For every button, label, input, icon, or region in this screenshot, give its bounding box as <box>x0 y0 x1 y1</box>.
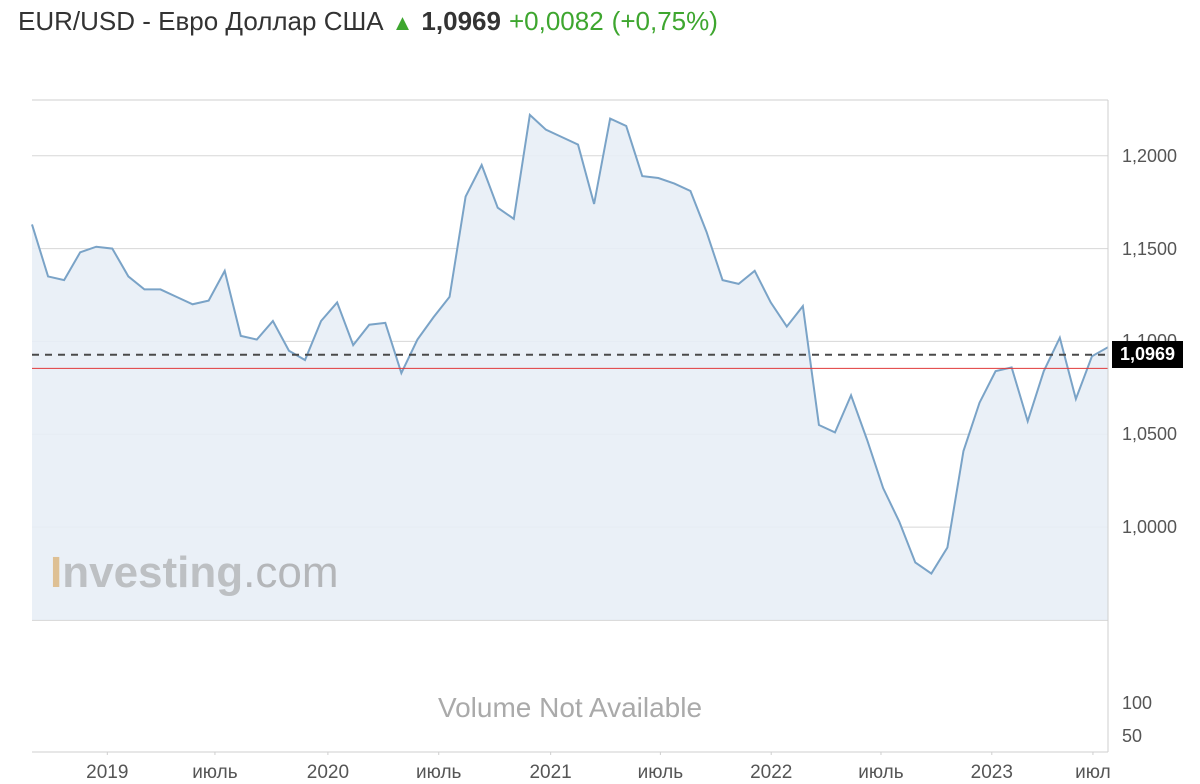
price-change-abs: +0,0082 <box>509 6 604 36</box>
x-axis-label: июл <box>1075 762 1111 784</box>
x-axis-label: июль <box>192 762 237 784</box>
direction-arrow-icon: ▲ <box>392 8 414 38</box>
volume-axis-label: 100 <box>1122 693 1152 714</box>
x-axis-label: 2023 <box>971 762 1013 784</box>
price-change-pct: (+0,75%) <box>612 6 718 36</box>
volume-axis-label: 50 <box>1122 726 1142 747</box>
y-axis-label: 1,0500 <box>1122 424 1177 445</box>
x-axis-label: 2020 <box>307 762 349 784</box>
x-axis-label: 2022 <box>750 762 792 784</box>
x-axis-label: 2021 <box>529 762 571 784</box>
x-axis-label: июль <box>638 762 683 784</box>
y-axis-label: 1,1500 <box>1122 239 1177 260</box>
current-price-flag: 1,0969 <box>1112 341 1183 368</box>
y-axis-label: 1,2000 <box>1122 146 1177 167</box>
chart-header: EUR/USD - Евро Доллар США ▲ 1,0969 +0,00… <box>0 0 1200 46</box>
chart-area[interactable]: 1,00001,05001,10001,15001,2000501001,096… <box>14 50 1186 755</box>
x-axis-label: июль <box>858 762 903 784</box>
pair-title: EUR/USD - Евро Доллар США <box>18 6 384 36</box>
current-price: 1,0969 <box>421 6 501 36</box>
x-axis-label: июль <box>416 762 461 784</box>
volume-not-available: Volume Not Available <box>438 692 702 724</box>
y-axis-label: 1,0000 <box>1122 517 1177 538</box>
x-axis-label: 2019 <box>86 762 128 784</box>
